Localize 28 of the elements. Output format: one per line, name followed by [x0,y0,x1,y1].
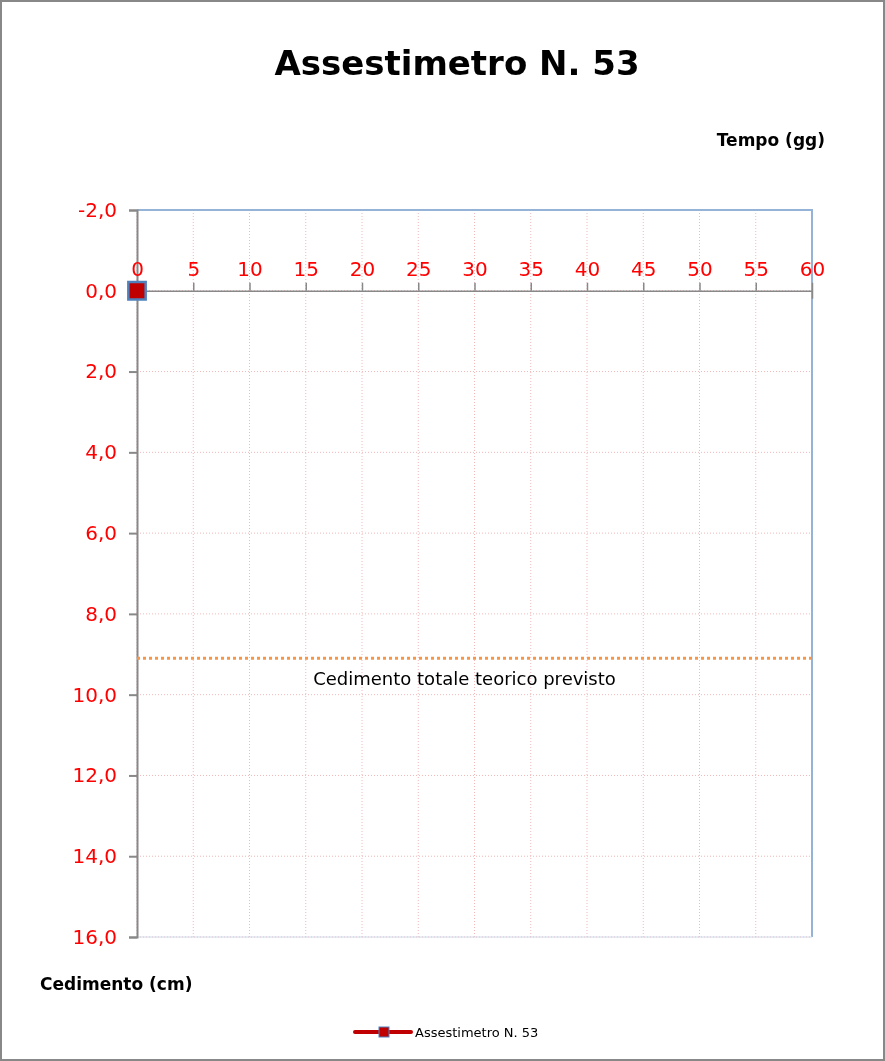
y-tick-label: 2,0 [85,359,117,384]
chart-title: Assestimetro N. 53 [274,43,640,83]
x-tick-label: 40 [574,256,601,281]
x-tick-label: 50 [687,256,713,281]
y-tick-label: -2,0 [77,197,117,222]
x-tick-label: 25 [406,256,432,281]
y-axis-title: Cedimento (cm) [40,974,193,994]
legend-label: Assestimetro N. 53 [415,1025,539,1040]
x-axis-title: Tempo (gg) [716,130,825,150]
y-tick-label: 0,0 [85,278,117,303]
y-tick-label: 8,0 [85,601,117,626]
x-tick-label: 10 [237,256,263,281]
x-tick-label: 30 [462,256,488,281]
x-tick-label: 55 [743,256,769,281]
y-tick-label: 10,0 [72,682,117,707]
y-tick-label: 12,0 [72,763,117,788]
x-tick-label: 0 [131,256,144,281]
y-tick-label: 6,0 [85,521,117,546]
x-tick-label: 60 [799,256,826,281]
x-tick-label: 5 [187,256,201,281]
y-tick-label: 4,0 [85,440,117,465]
ref-line-label: Cedimento totale teorico previsto [313,668,616,690]
y-tick-label: 16,0 [72,924,117,949]
x-tick-label: 20 [349,256,376,281]
x-tick-label: 15 [293,256,319,281]
x-tick-label: 35 [518,256,544,281]
y-tick-label: 14,0 [72,844,117,869]
x-tick-label: 45 [631,256,657,281]
